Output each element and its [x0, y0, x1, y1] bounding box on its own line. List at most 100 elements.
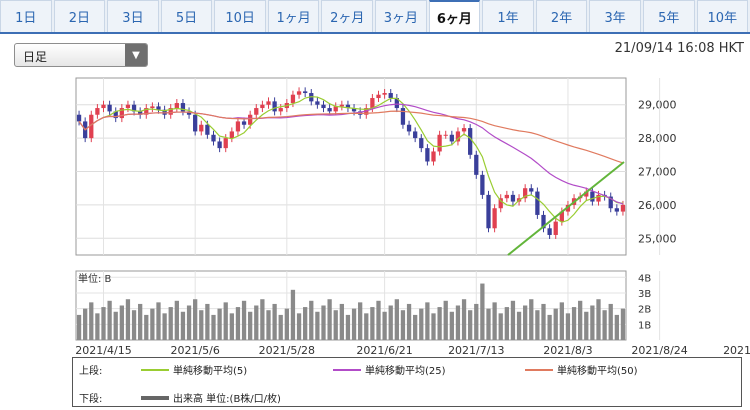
volume-bar	[590, 305, 595, 340]
volume-bar	[309, 300, 314, 340]
volume-bar	[510, 300, 516, 340]
volume-bar	[76, 314, 82, 340]
volume-bar	[278, 314, 283, 340]
volume-bar	[156, 302, 161, 340]
candle-body	[614, 208, 619, 212]
volume-plot-frame	[75, 270, 627, 341]
candle-body	[113, 111, 118, 119]
volume-bar	[180, 311, 186, 340]
volume-bar	[174, 300, 179, 340]
candle-body	[455, 131, 461, 142]
candle-body	[553, 221, 558, 235]
tab-9[interactable]: 6ヶ月	[428, 0, 481, 32]
tab-10[interactable]: 1年	[482, 0, 534, 32]
candle-body	[327, 108, 332, 112]
candle-body	[199, 124, 204, 132]
y-tick-label: 29,000	[638, 99, 677, 112]
volume-bar	[584, 311, 589, 340]
volume-bar	[144, 314, 149, 340]
candle-body	[388, 93, 393, 99]
volume-bar	[303, 307, 308, 340]
candle-body	[565, 204, 571, 212]
candle-body	[382, 93, 387, 95]
tab-8[interactable]: 3ヶ月	[375, 0, 427, 32]
tab-1[interactable]: 1日	[0, 0, 52, 32]
candle-body	[260, 104, 265, 109]
candle-body	[211, 134, 216, 142]
x-tick-label: 2021/9/14	[723, 344, 750, 357]
volume-bar	[492, 302, 497, 340]
y-tick-label: 27,000	[638, 166, 677, 179]
candle-body	[504, 194, 509, 199]
tab-14[interactable]: 10年	[696, 0, 749, 32]
chevron-down-icon[interactable]: ▼	[125, 44, 147, 66]
candle-body	[523, 188, 528, 199]
volume-bar	[437, 307, 442, 340]
volume-bar	[339, 303, 344, 340]
volume-bar	[547, 314, 552, 340]
candle-body	[150, 106, 155, 109]
volume-bar	[486, 308, 491, 340]
candle-body	[376, 94, 381, 99]
tab-4[interactable]: 5日	[160, 0, 213, 32]
volume-bar	[229, 313, 234, 340]
tab-2[interactable]: 2日	[53, 0, 106, 32]
volume-bar	[131, 310, 137, 340]
volume-bar	[535, 310, 540, 340]
interval-select[interactable]: 日足 ▼	[14, 43, 148, 67]
volume-bar	[620, 308, 626, 340]
tab-6[interactable]: 1ヶ月	[267, 0, 320, 32]
volume-bar	[193, 299, 198, 340]
candle-body	[620, 204, 626, 212]
candle-body	[529, 188, 534, 192]
volume-bar	[571, 307, 577, 340]
legend-upper-label: 上段:	[79, 366, 103, 377]
volume-bar	[358, 302, 363, 340]
candle-body	[449, 134, 454, 142]
volume-tick-label: 3B	[638, 289, 651, 300]
volume-bar	[553, 308, 558, 340]
candle-body	[394, 98, 399, 109]
volume-bar	[455, 305, 461, 340]
x-tick-label: 2021/8/24	[631, 344, 687, 357]
candle-body	[486, 194, 491, 229]
volume-tick-label: 2B	[638, 305, 651, 316]
candle-body	[535, 191, 540, 215]
candle-body	[138, 111, 143, 115]
candle-body	[248, 114, 253, 125]
candle-body	[235, 121, 241, 132]
tab-3[interactable]: 3日	[107, 0, 159, 32]
volume-bar	[138, 303, 143, 340]
candle-body	[125, 104, 131, 109]
candle-body	[223, 138, 228, 149]
volume-bar	[523, 305, 528, 340]
candle-body	[333, 106, 338, 112]
candle-body	[101, 104, 106, 109]
volume-bar	[382, 311, 387, 340]
x-tick-label: 2021/5/28	[259, 344, 315, 357]
tab-13[interactable]: 5年	[642, 0, 695, 32]
volume-bar	[529, 299, 534, 340]
timestamp: 21/09/14 16:08 HKT	[614, 41, 744, 56]
candle-body	[596, 194, 601, 202]
volume-bar	[376, 300, 381, 340]
volume-bar	[327, 299, 332, 340]
volume-tick-label: 4B	[638, 273, 651, 284]
tab-5[interactable]: 10日	[214, 0, 266, 32]
candle-body	[266, 101, 271, 105]
volume-bar	[125, 299, 131, 340]
volume-bar	[474, 303, 479, 340]
tab-12[interactable]: 3年	[589, 0, 641, 32]
volume-bar	[186, 305, 192, 340]
volume-bar	[211, 314, 216, 340]
candle-body	[547, 228, 552, 235]
tab-7[interactable]: 2ヶ月	[321, 0, 374, 32]
volume-bar	[608, 303, 613, 340]
x-tick-label: 2021/4/15	[75, 344, 131, 357]
candle-body	[413, 131, 418, 139]
candle-body	[425, 148, 430, 162]
volume-bar	[504, 307, 509, 340]
tab-11[interactable]: 2年	[535, 0, 588, 32]
volume-bar	[260, 299, 265, 340]
candle-body	[193, 114, 198, 132]
